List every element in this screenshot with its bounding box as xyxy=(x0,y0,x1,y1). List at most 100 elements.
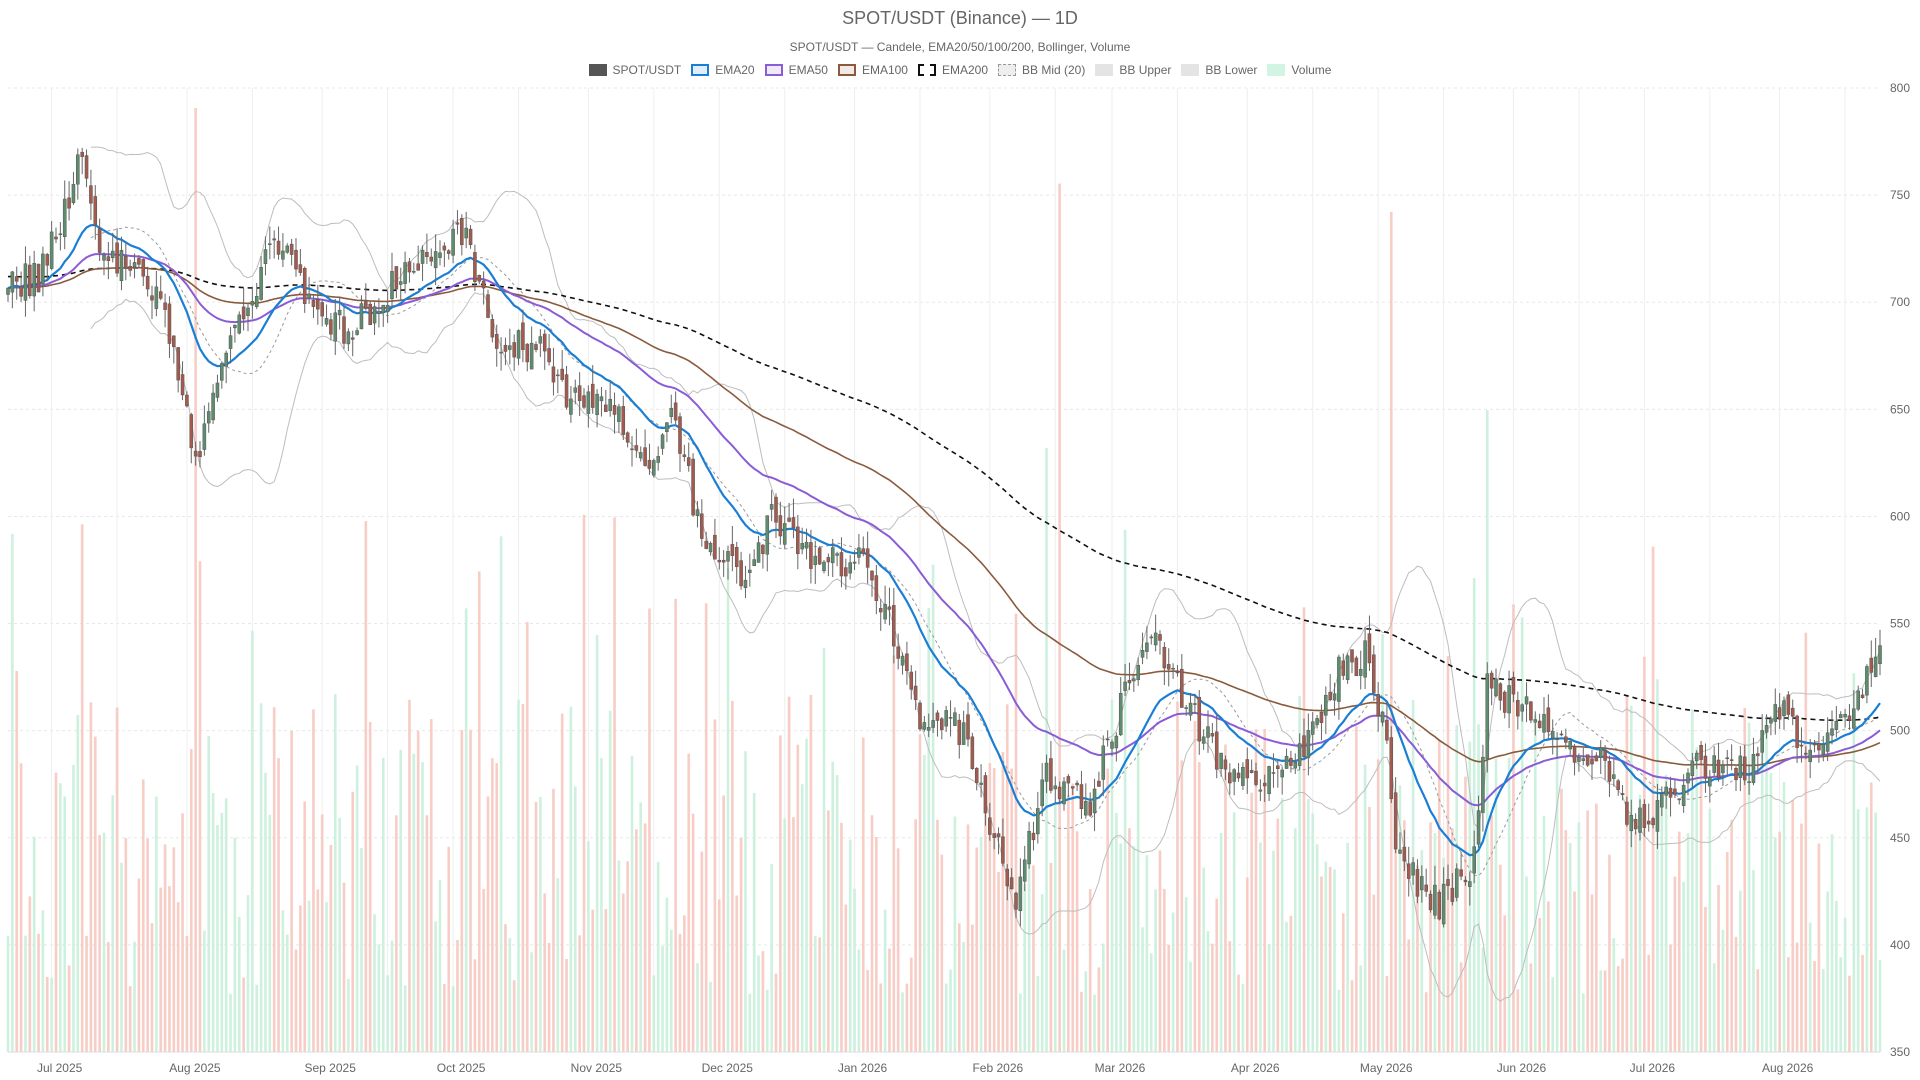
volume-bar xyxy=(272,707,276,1052)
candle-body xyxy=(1603,749,1607,761)
volume-bar xyxy=(962,941,965,1052)
candle-body xyxy=(542,333,547,352)
candle-body xyxy=(931,720,935,728)
candle-body xyxy=(442,245,447,251)
volume-bar xyxy=(399,749,403,1052)
candle-body xyxy=(974,768,979,784)
candle-body xyxy=(1145,642,1149,652)
candle-body xyxy=(944,710,948,727)
volume-bar xyxy=(355,765,359,1052)
candle-body xyxy=(1302,735,1306,757)
candle-body xyxy=(1066,776,1071,784)
candle-body xyxy=(1062,781,1066,805)
volume-bar xyxy=(1520,617,1524,1052)
candle-body xyxy=(1494,678,1498,697)
candle-body xyxy=(883,604,887,620)
candle-body xyxy=(1511,677,1516,695)
legend-label: BB Mid (20) xyxy=(1022,63,1086,77)
candle-body xyxy=(1389,737,1394,800)
volume-bar xyxy=(24,935,27,1052)
volume-bar xyxy=(1507,757,1511,1052)
candle-body xyxy=(1529,701,1533,721)
legend-item-ema200[interactable]: EMA200 xyxy=(917,63,988,77)
chart-legend: SPOT/USDT EMA20 EMA50 EMA100 EMA200 BB Mid (2… xyxy=(0,63,1920,77)
candle-body xyxy=(1694,752,1699,762)
legend-item-bb-lower[interactable]: BB Lower xyxy=(1181,63,1257,77)
volume-bar xyxy=(290,730,293,1052)
legend-label: BB Upper xyxy=(1119,63,1172,77)
candle-body xyxy=(935,712,940,721)
legend-swatch xyxy=(837,64,856,76)
volume-bar xyxy=(1032,865,1035,1052)
candle-body xyxy=(58,233,63,236)
legend-item-ema100[interactable]: EMA100 xyxy=(837,63,908,77)
candle-body xyxy=(1524,696,1529,705)
volume-bar xyxy=(1856,809,1860,1052)
volume-bar xyxy=(1494,758,1498,1052)
candle-body xyxy=(1721,764,1725,774)
volume-bar xyxy=(1346,842,1349,1052)
volume-bar xyxy=(85,935,88,1052)
candle-body xyxy=(1468,881,1472,887)
volume-bar xyxy=(1782,781,1786,1052)
candle-body xyxy=(778,515,783,537)
candle-body xyxy=(185,394,189,407)
candle-body xyxy=(1297,743,1302,766)
volume-bar xyxy=(770,864,773,1052)
candle-body xyxy=(521,322,525,350)
volume-bar xyxy=(696,963,699,1052)
volume-bar xyxy=(896,848,900,1052)
volume-bar xyxy=(1067,794,1070,1052)
candle-body xyxy=(1681,784,1686,806)
candle-body xyxy=(1646,820,1651,825)
volume-bar xyxy=(984,800,987,1052)
legend-item-spot-usdt[interactable]: SPOT/USDT xyxy=(588,63,681,77)
legend-item-bb-mid-20[interactable]: BB Mid (20) xyxy=(998,63,1085,77)
volume-bar xyxy=(1721,929,1725,1052)
volume-bar xyxy=(713,719,717,1052)
legend-item-ema20[interactable]: EMA20 xyxy=(691,63,755,77)
legend-label: EMA200 xyxy=(941,63,988,77)
volume-bar xyxy=(1232,812,1236,1052)
volume-bar xyxy=(460,730,464,1052)
volume-bar xyxy=(1132,846,1136,1052)
candle-body xyxy=(1808,749,1812,763)
volume-bar xyxy=(1595,803,1598,1052)
volume-bar xyxy=(1555,745,1559,1052)
volume-bar xyxy=(796,744,800,1052)
candle-body xyxy=(1324,694,1328,716)
candle-body xyxy=(769,504,774,510)
candle-body xyxy=(595,393,599,415)
legend-item-volume[interactable]: Volume xyxy=(1267,63,1331,77)
candle-body xyxy=(1860,694,1865,698)
candle-body xyxy=(254,296,259,308)
candle-body xyxy=(481,280,486,289)
volume-bar xyxy=(416,731,420,1052)
volume-bar xyxy=(1835,900,1838,1052)
candle-body xyxy=(54,236,58,240)
candle-body xyxy=(115,242,119,274)
candle-body xyxy=(721,559,726,563)
candle-body xyxy=(1747,781,1751,783)
volume-bar xyxy=(840,822,843,1052)
candle-body xyxy=(1206,726,1210,738)
volume-bar xyxy=(709,981,712,1052)
candle-body xyxy=(1310,721,1315,735)
legend-item-ema50[interactable]: EMA50 xyxy=(764,63,828,77)
volume-bar xyxy=(329,844,333,1052)
candle-body xyxy=(141,259,146,277)
volume-bar xyxy=(944,983,948,1052)
volume-bar xyxy=(539,796,542,1052)
volume-bar xyxy=(530,952,533,1052)
volume-bar xyxy=(1237,974,1240,1052)
candle-body xyxy=(1406,863,1411,879)
volume-bar xyxy=(604,909,608,1052)
candle-body xyxy=(652,460,656,476)
candle-body xyxy=(1027,831,1031,865)
candle-body xyxy=(1485,673,1490,760)
candle-body xyxy=(791,517,796,529)
candle-body xyxy=(67,197,71,209)
legend-item-bb-upper[interactable]: BB Upper xyxy=(1095,63,1171,77)
volume-bar xyxy=(1027,845,1031,1052)
candle-body xyxy=(870,570,874,581)
